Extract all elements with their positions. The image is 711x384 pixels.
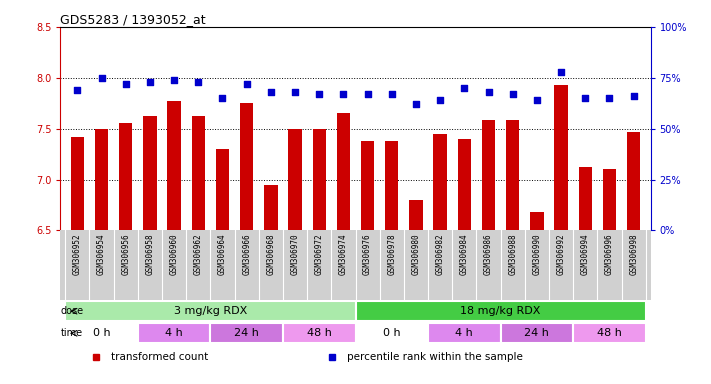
- Text: GSM306954: GSM306954: [97, 234, 106, 275]
- Point: [120, 81, 132, 87]
- Point: [628, 93, 639, 99]
- Text: GDS5283 / 1393052_at: GDS5283 / 1393052_at: [60, 13, 206, 26]
- Bar: [482, 121, 495, 230]
- Point: [217, 95, 228, 101]
- Bar: [458, 139, 471, 230]
- Point: [144, 79, 156, 85]
- Text: GSM306998: GSM306998: [629, 234, 638, 275]
- Text: GSM306964: GSM306964: [218, 234, 227, 275]
- Bar: [361, 141, 374, 230]
- Point: [483, 89, 494, 95]
- Text: 48 h: 48 h: [597, 328, 622, 338]
- Bar: [627, 132, 641, 230]
- Text: 48 h: 48 h: [306, 328, 331, 338]
- Text: 4 h: 4 h: [165, 328, 183, 338]
- Text: 18 mg/kg RDX: 18 mg/kg RDX: [461, 306, 541, 316]
- Text: GSM306968: GSM306968: [267, 234, 275, 275]
- Text: GSM306984: GSM306984: [460, 234, 469, 275]
- Point: [265, 89, 277, 95]
- Bar: [240, 103, 253, 230]
- Point: [410, 101, 422, 107]
- Point: [459, 85, 470, 91]
- Text: GSM306966: GSM306966: [242, 234, 251, 275]
- Point: [96, 74, 107, 81]
- Point: [338, 91, 349, 97]
- Bar: [573, 323, 646, 343]
- Bar: [501, 323, 573, 343]
- Point: [604, 95, 615, 101]
- Bar: [289, 129, 301, 230]
- Text: 0 h: 0 h: [383, 328, 400, 338]
- Bar: [356, 301, 646, 321]
- Text: GSM306996: GSM306996: [605, 234, 614, 275]
- Text: 4 h: 4 h: [456, 328, 474, 338]
- Point: [579, 95, 591, 101]
- Text: 0 h: 0 h: [92, 328, 110, 338]
- Bar: [434, 134, 447, 230]
- Text: GSM306972: GSM306972: [315, 234, 324, 275]
- Bar: [216, 149, 229, 230]
- Text: 24 h: 24 h: [234, 328, 259, 338]
- Bar: [138, 323, 210, 343]
- Point: [434, 97, 446, 103]
- Bar: [144, 116, 156, 230]
- Bar: [530, 212, 543, 230]
- Text: GSM306990: GSM306990: [533, 234, 541, 275]
- Bar: [356, 323, 428, 343]
- Bar: [192, 116, 205, 230]
- Text: GSM306974: GSM306974: [339, 234, 348, 275]
- Text: dose: dose: [60, 306, 84, 316]
- Bar: [210, 323, 283, 343]
- Text: GSM306962: GSM306962: [194, 234, 203, 275]
- Bar: [264, 185, 277, 230]
- Text: GSM306976: GSM306976: [363, 234, 372, 275]
- Text: transformed count: transformed count: [111, 352, 208, 362]
- Point: [531, 97, 542, 103]
- Bar: [70, 137, 84, 230]
- Point: [193, 79, 204, 85]
- Point: [386, 91, 397, 97]
- Text: GSM306980: GSM306980: [412, 234, 420, 275]
- Bar: [65, 301, 356, 321]
- Text: GSM306960: GSM306960: [170, 234, 178, 275]
- Bar: [119, 122, 132, 230]
- Text: GSM306958: GSM306958: [146, 234, 154, 275]
- Text: GSM306982: GSM306982: [436, 234, 444, 275]
- Bar: [65, 323, 138, 343]
- Text: GSM306992: GSM306992: [557, 234, 565, 275]
- Point: [555, 69, 567, 75]
- Text: GSM306988: GSM306988: [508, 234, 517, 275]
- Text: GSM306952: GSM306952: [73, 234, 82, 275]
- Text: GSM306986: GSM306986: [484, 234, 493, 275]
- Point: [507, 91, 518, 97]
- Text: 3 mg/kg RDX: 3 mg/kg RDX: [173, 306, 247, 316]
- Text: percentile rank within the sample: percentile rank within the sample: [347, 352, 523, 362]
- Bar: [603, 169, 616, 230]
- Text: GSM306970: GSM306970: [291, 234, 299, 275]
- Bar: [313, 129, 326, 230]
- Point: [314, 91, 325, 97]
- Text: GSM306994: GSM306994: [581, 234, 589, 275]
- Point: [169, 77, 180, 83]
- Text: 24 h: 24 h: [525, 328, 550, 338]
- Bar: [95, 129, 108, 230]
- Point: [241, 81, 252, 87]
- Bar: [579, 167, 592, 230]
- Bar: [410, 200, 422, 230]
- Point: [72, 87, 83, 93]
- Bar: [385, 141, 398, 230]
- Bar: [506, 121, 519, 230]
- Bar: [283, 323, 356, 343]
- Bar: [337, 113, 350, 230]
- Text: GSM306978: GSM306978: [387, 234, 396, 275]
- Text: time: time: [60, 328, 82, 338]
- Bar: [555, 85, 567, 230]
- Bar: [428, 323, 501, 343]
- Point: [362, 91, 373, 97]
- Text: GSM306956: GSM306956: [122, 234, 130, 275]
- Bar: [168, 101, 181, 230]
- Point: [289, 89, 301, 95]
